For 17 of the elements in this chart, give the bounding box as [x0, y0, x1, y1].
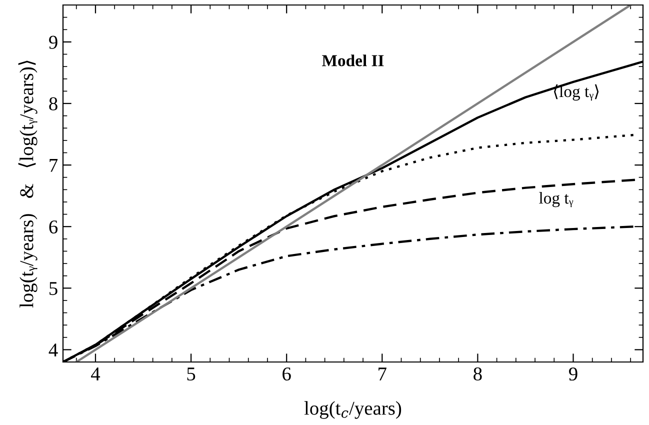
x-tick-label: 7 [378, 368, 386, 380]
x-tick-label: 9 [569, 367, 578, 381]
x-tick-label: 6 [282, 367, 291, 381]
x-tick-label: 8 [474, 367, 482, 381]
annotation: Model II [322, 54, 384, 66]
x-tick-label: 5 [187, 368, 196, 381]
annotation: log tᵧ [539, 192, 574, 208]
y-tick-label: 5 [50, 282, 58, 296]
x-axis-title: log(t$_{c}$/years) [304, 401, 402, 419]
y-tick-label: 4 [48, 344, 58, 356]
x-tick-label: 4 [91, 368, 100, 380]
y-tick-label: 6 [49, 220, 58, 234]
y-tick-label: 9 [49, 36, 58, 49]
y-axis-title: log(tᵧ/years) & ⟨log(tᵧ/years)⟩ [18, 60, 38, 308]
y-tick-label: 7 [50, 159, 58, 172]
y-tick-label: 8 [49, 97, 58, 110]
annotation: ⟨log tᵧ⟩ [554, 84, 599, 101]
